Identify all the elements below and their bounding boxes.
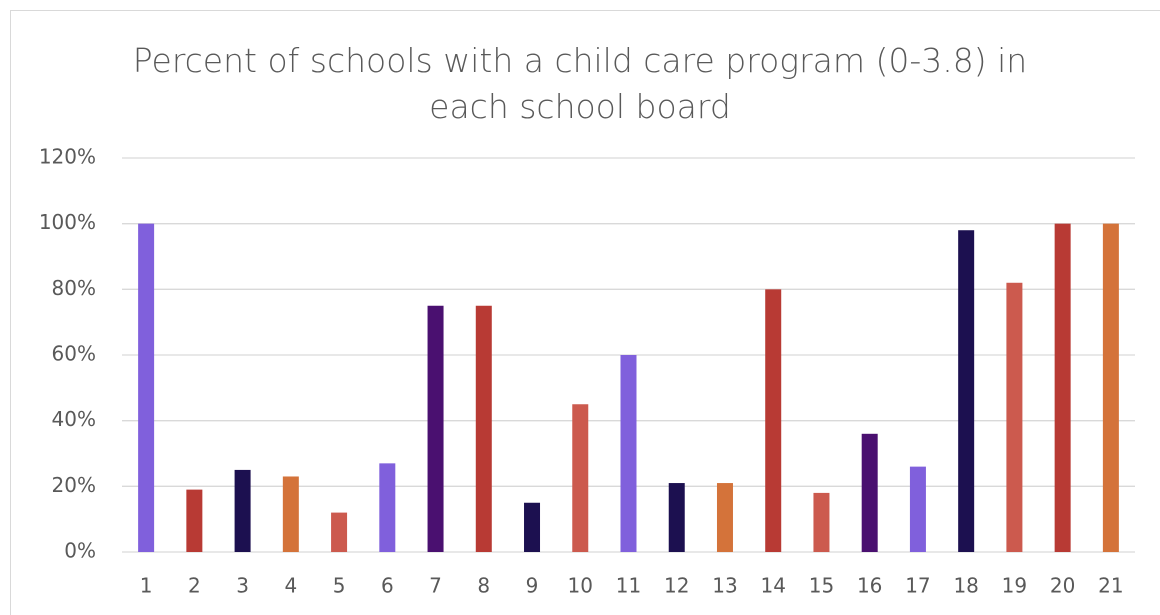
x-tick-label: 20 <box>1050 574 1075 598</box>
y-tick-label: 60% <box>52 342 96 366</box>
bar <box>813 492 830 552</box>
x-tick-label: 1 <box>140 574 153 598</box>
y-tick-label: 40% <box>52 407 96 431</box>
bar <box>186 489 203 552</box>
x-tick-label: 15 <box>809 574 834 598</box>
bar <box>909 466 926 552</box>
x-tick-label: 18 <box>953 574 978 598</box>
x-tick-label: 16 <box>857 574 882 598</box>
bar <box>427 305 444 552</box>
bar <box>620 355 637 552</box>
bar <box>234 469 251 552</box>
bar <box>958 230 975 552</box>
chart-frame <box>10 10 1160 615</box>
bar <box>572 404 589 552</box>
x-tick-label: 5 <box>333 574 346 598</box>
bar <box>861 433 878 552</box>
bar <box>331 512 348 552</box>
x-tick-label: 17 <box>905 574 930 598</box>
x-tick-label: 19 <box>1002 574 1027 598</box>
bar <box>524 502 541 552</box>
x-tick-label: 6 <box>381 574 394 598</box>
x-tick-label: 14 <box>760 574 785 598</box>
x-tick-label: 12 <box>664 574 689 598</box>
x-tick-label: 21 <box>1098 574 1123 598</box>
bar <box>1006 282 1023 552</box>
bar <box>668 483 685 552</box>
x-tick-label: 4 <box>284 574 297 598</box>
y-tick-label: 0% <box>64 539 96 563</box>
chart-title: Percent of schools with a child care pro… <box>132 41 1028 126</box>
y-tick-label: 80% <box>52 276 96 300</box>
bar <box>138 223 155 552</box>
x-tick-label: 10 <box>568 574 593 598</box>
bar <box>1054 223 1071 552</box>
y-tick-label: 120% <box>39 145 96 169</box>
y-tick-label: 100% <box>39 210 96 234</box>
x-tick-label: 11 <box>616 574 641 598</box>
x-tick-label: 13 <box>712 574 737 598</box>
bar <box>379 463 396 552</box>
bar <box>716 483 733 552</box>
bar <box>475 305 492 552</box>
bar <box>1102 223 1119 552</box>
x-tick-label: 9 <box>526 574 539 598</box>
x-tick-label: 8 <box>477 574 490 598</box>
bar <box>765 289 782 552</box>
x-tick-label: 3 <box>236 574 249 598</box>
y-tick-label: 20% <box>52 473 96 497</box>
bar <box>282 476 299 552</box>
x-tick-label: 7 <box>429 574 442 598</box>
x-tick-label: 2 <box>188 574 201 598</box>
